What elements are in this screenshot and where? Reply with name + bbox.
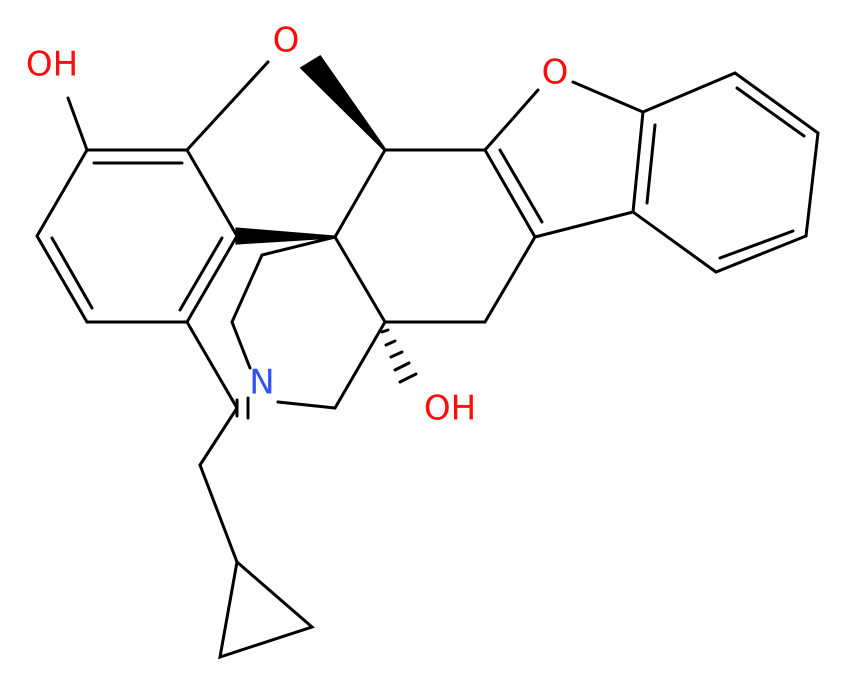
atom-label: O [542,53,569,93]
atom-label: OH [424,389,476,429]
bonds [35,54,820,660]
atom-label: OH [26,45,78,85]
atom-label: O [273,21,300,61]
atom-label: N [249,363,274,403]
